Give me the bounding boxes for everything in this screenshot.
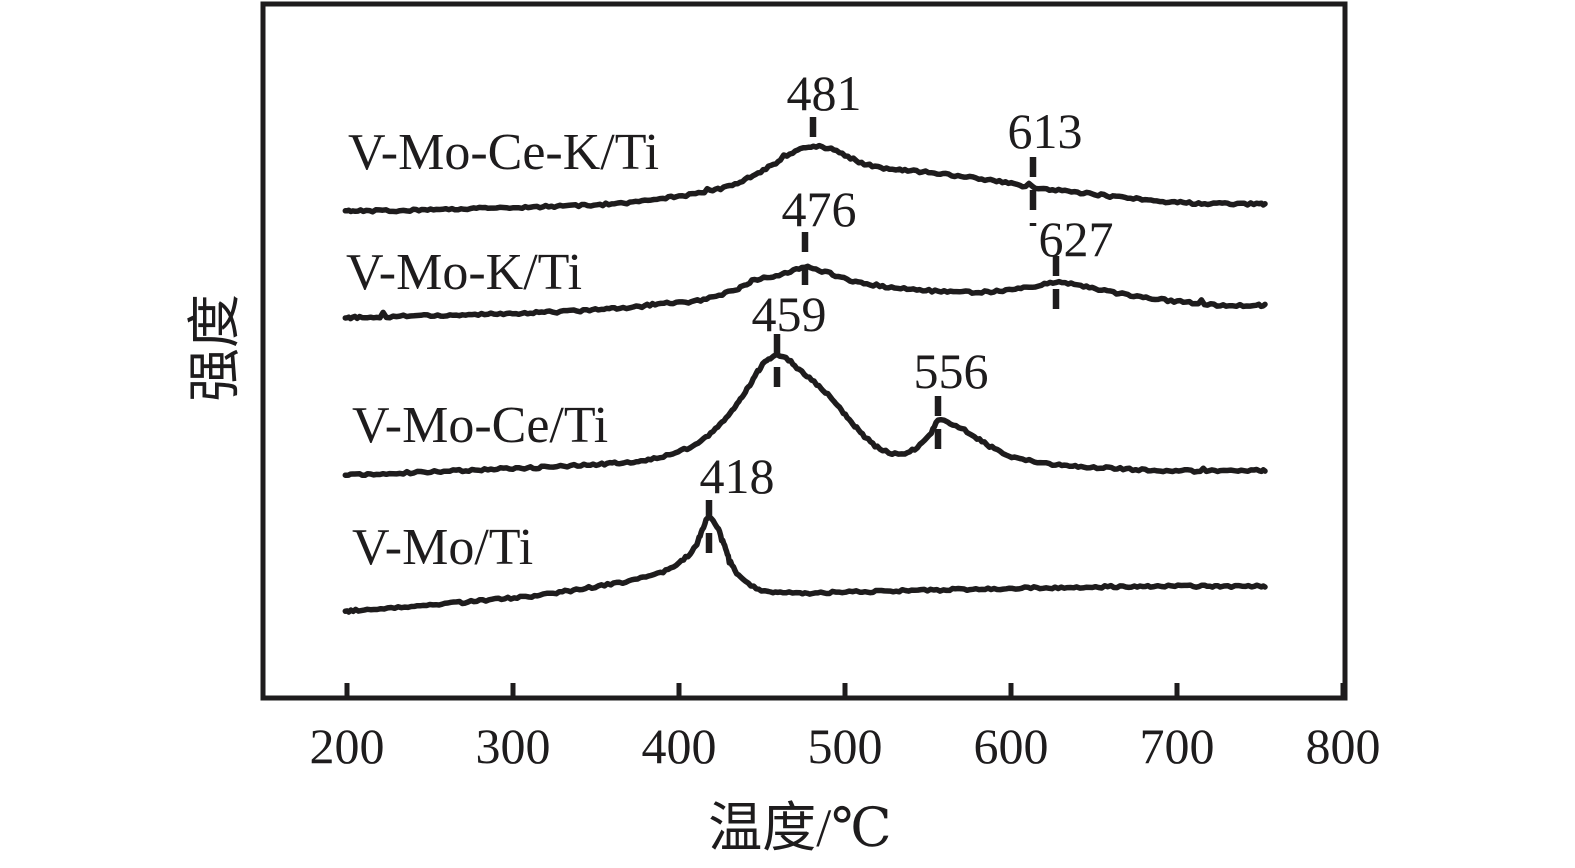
peak-label-481: 481: [787, 65, 862, 121]
x-tick-label-200: 200: [310, 718, 385, 774]
peak-label-476: 476: [782, 181, 857, 237]
peak-label-556: 556: [914, 343, 989, 399]
x-axis-title: 温度/℃: [708, 798, 891, 858]
x-axis-ticks: [344, 683, 1346, 698]
x-axis-tick-labels: 200 300 400 500 600 700 800: [310, 718, 1381, 774]
peak-label-627: 627: [1039, 211, 1114, 267]
x-tick-label-600: 600: [974, 718, 1049, 774]
curve-V-Mo-Ce/Ti: [342, 351, 1268, 479]
peak-label-418: 418: [700, 448, 775, 504]
series-label-V-Mo/Ti: V-Mo/Ti: [352, 519, 533, 576]
x-tick-label-400: 400: [642, 718, 717, 774]
y-axis-title: 强度: [185, 294, 245, 402]
plot-border: [260, 1, 1348, 701]
x-tick-label-800: 800: [1306, 718, 1381, 774]
x-tick-label-700: 700: [1140, 718, 1215, 774]
x-tick-label-300: 300: [476, 718, 551, 774]
peak-label-459: 459: [752, 286, 827, 342]
x-tick-label-500: 500: [808, 718, 883, 774]
curve-V-Mo/Ti: [342, 514, 1268, 615]
peak-annotations: 481 613 476 627 459 556 418: [700, 65, 1114, 562]
series-label-V-Mo-K/Ti: V-Mo-K/Ti: [346, 244, 582, 301]
curve-V-Mo-Ce-K/Ti: [342, 142, 1268, 215]
series-label-V-Mo-Ce-K/Ti: V-Mo-Ce-K/Ti: [348, 124, 659, 181]
series-labels: V-Mo-Ce-K/Ti V-Mo-K/Ti V-Mo-Ce/Ti V-Mo/Ti: [346, 124, 659, 576]
series-label-V-Mo-Ce/Ti: V-Mo-Ce/Ti: [352, 397, 608, 454]
peak-label-613: 613: [1008, 103, 1083, 159]
